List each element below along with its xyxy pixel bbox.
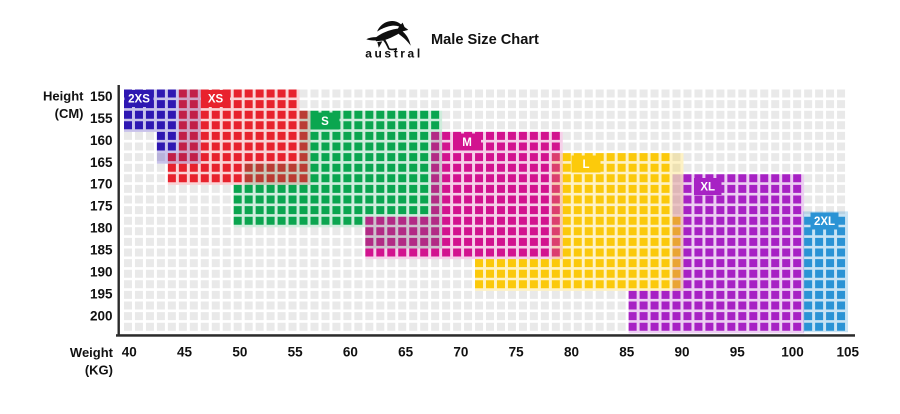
svg-text:160: 160 <box>90 133 113 148</box>
svg-text:75: 75 <box>509 345 525 360</box>
svg-text:85: 85 <box>619 345 635 360</box>
svg-text:185: 185 <box>90 243 113 258</box>
svg-text:105: 105 <box>837 345 860 360</box>
svg-text:180: 180 <box>90 221 113 236</box>
svg-text:95: 95 <box>730 345 746 360</box>
svg-text:195: 195 <box>90 286 113 301</box>
svg-text:170: 170 <box>90 177 113 192</box>
svg-text:L: L <box>582 159 589 171</box>
svg-text:70: 70 <box>453 345 468 360</box>
svg-text:M: M <box>462 137 472 149</box>
svg-text:190: 190 <box>90 264 113 279</box>
svg-text:50: 50 <box>232 345 247 360</box>
svg-text:165: 165 <box>90 155 113 170</box>
svg-text:Height: Height <box>43 89 84 104</box>
svg-text:Weight: Weight <box>70 345 114 360</box>
svg-text:65: 65 <box>398 345 414 360</box>
svg-text:60: 60 <box>343 345 358 360</box>
svg-text:90: 90 <box>674 345 689 360</box>
svg-text:2XS: 2XS <box>128 94 150 106</box>
svg-text:45: 45 <box>177 345 193 360</box>
svg-text:Male Size Chart: Male Size Chart <box>431 32 539 48</box>
svg-text:100: 100 <box>781 345 804 360</box>
svg-text:155: 155 <box>90 111 113 126</box>
svg-text:80: 80 <box>564 345 579 360</box>
svg-text:XS: XS <box>208 94 224 106</box>
svg-text:175: 175 <box>90 199 113 214</box>
svg-text:150: 150 <box>90 89 113 104</box>
svg-text:(KG): (KG) <box>85 363 113 378</box>
svg-text:(CM): (CM) <box>55 106 84 121</box>
svg-text:200: 200 <box>90 308 113 323</box>
svg-text:40: 40 <box>122 345 137 360</box>
svg-text:2XL: 2XL <box>814 216 835 228</box>
svg-text:austral: austral <box>365 47 423 61</box>
svg-text:XL: XL <box>700 182 715 194</box>
svg-text:S: S <box>321 116 329 128</box>
svg-text:55: 55 <box>288 345 304 360</box>
